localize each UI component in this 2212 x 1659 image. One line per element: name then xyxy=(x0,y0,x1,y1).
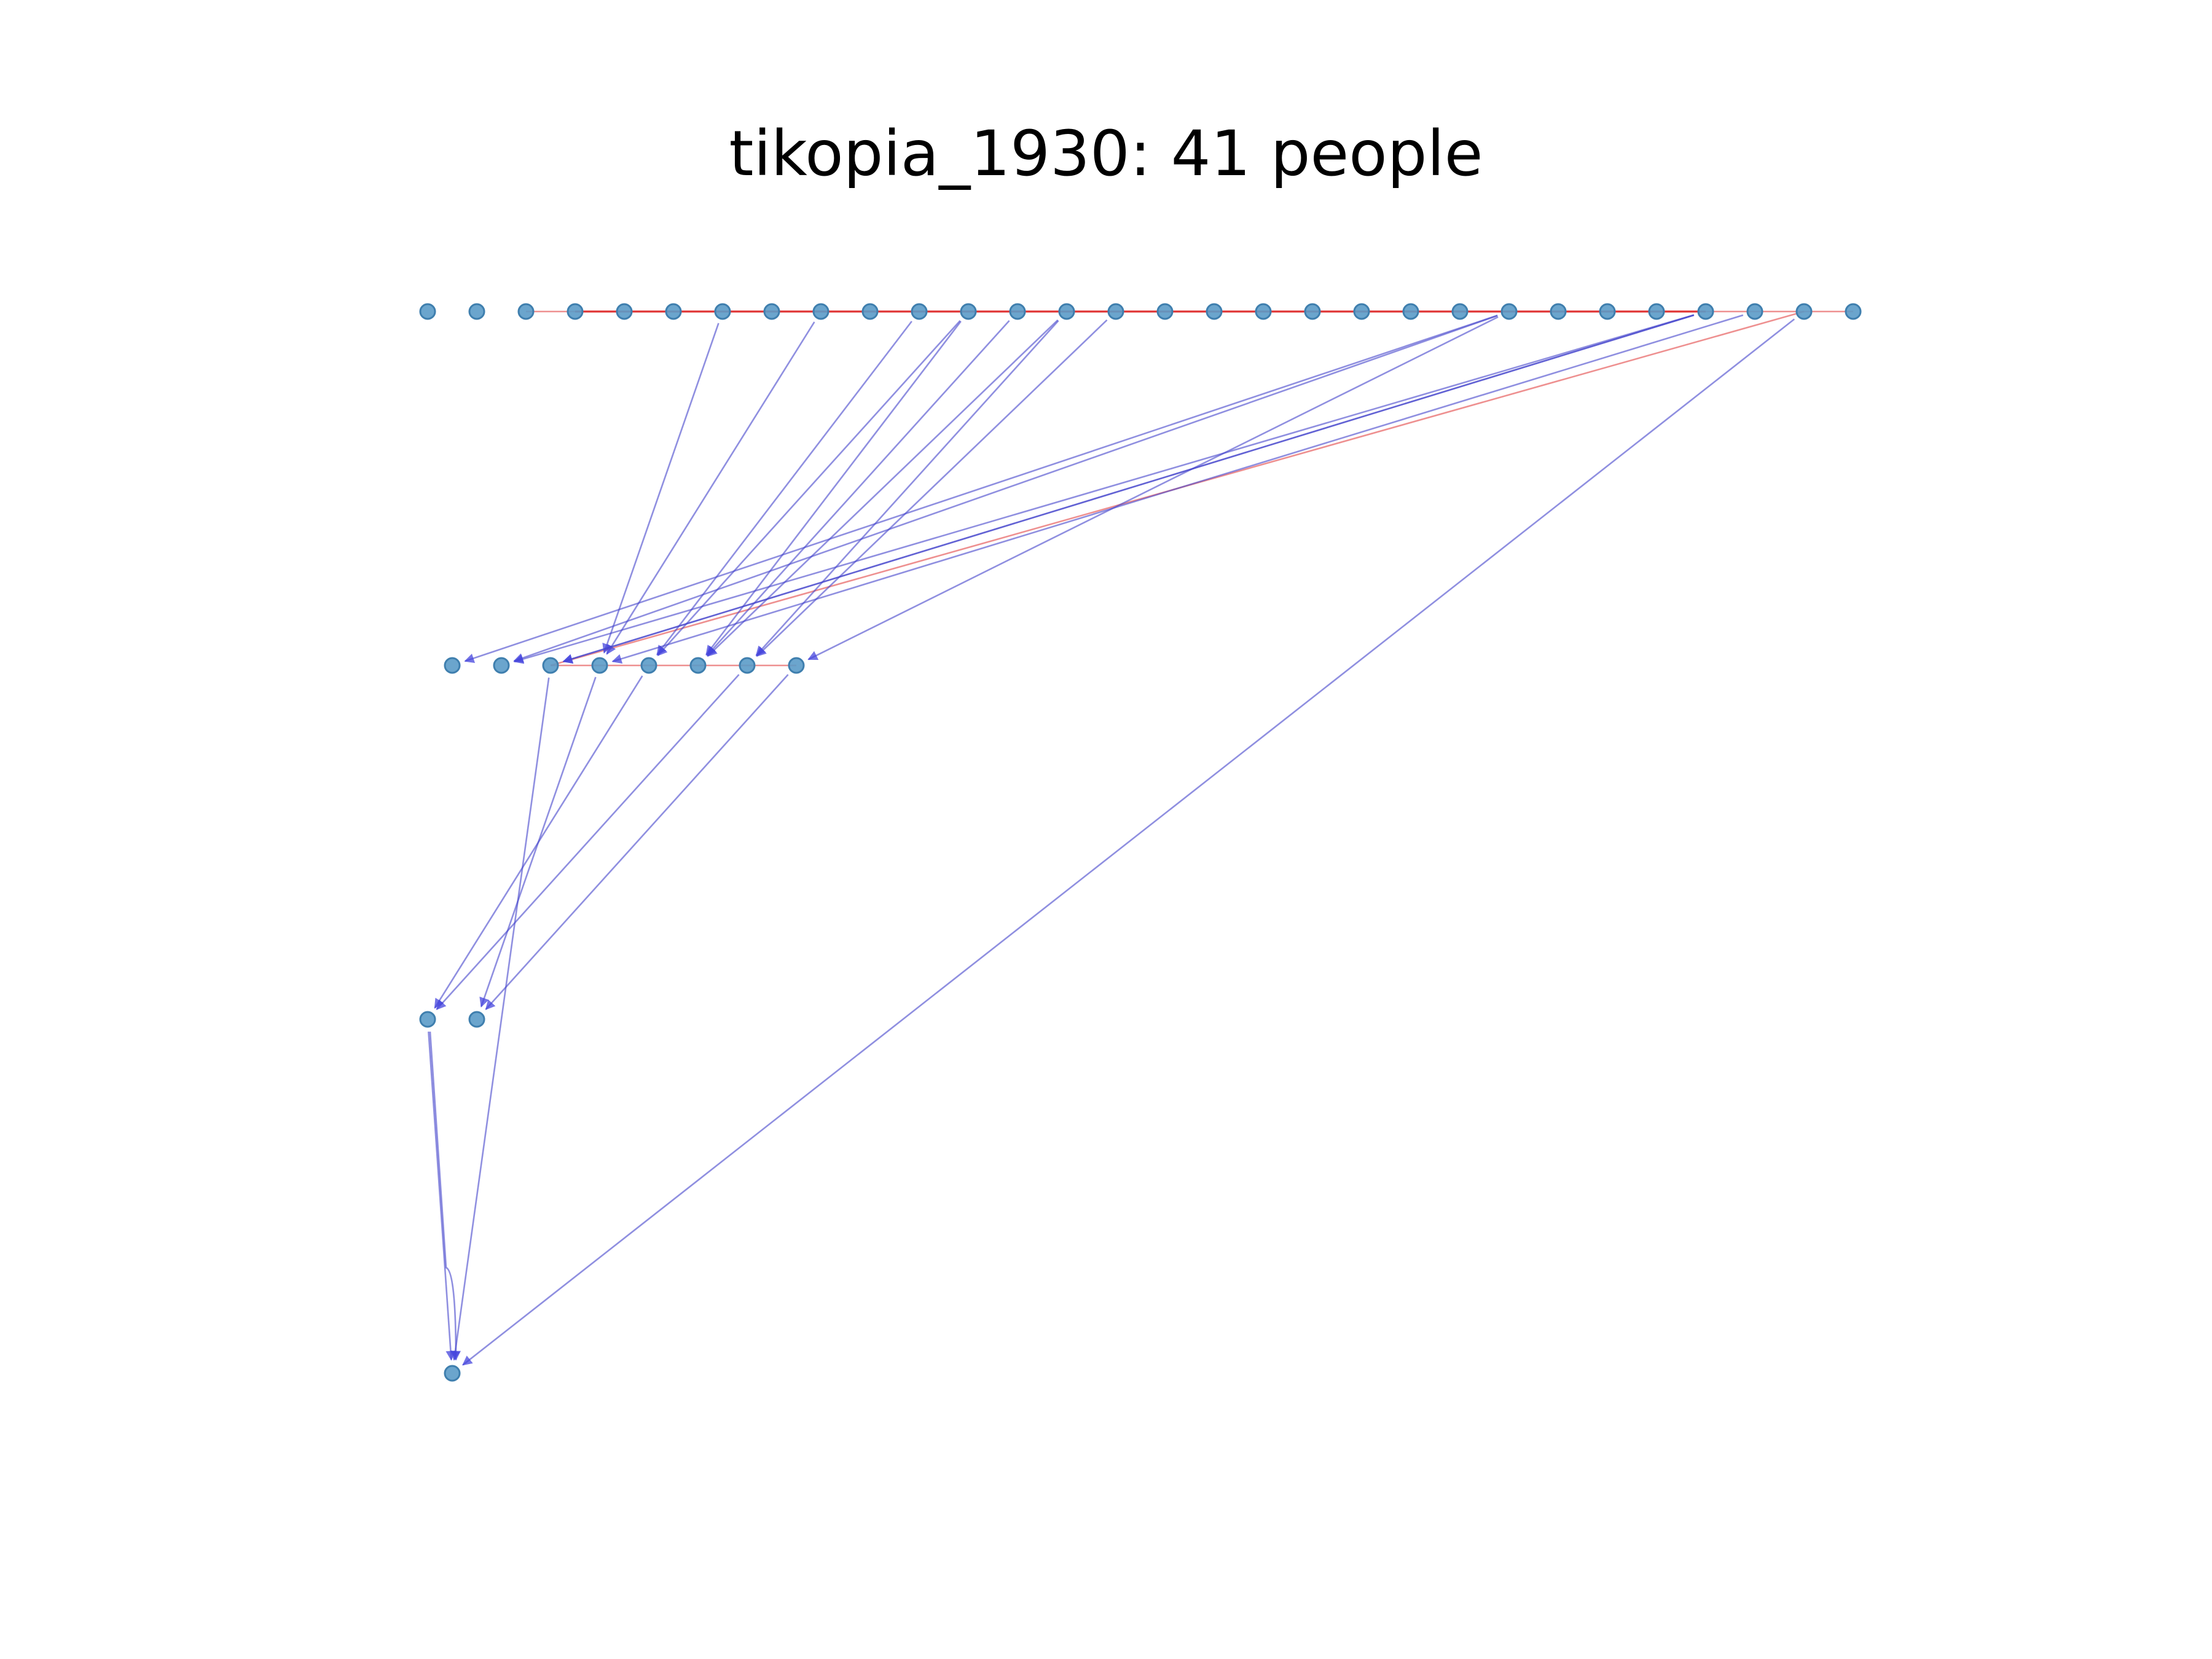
parent-child-edge xyxy=(807,316,1499,661)
parent-child-edge xyxy=(602,323,720,654)
parent-child-edge xyxy=(464,315,1498,664)
person-node xyxy=(444,657,461,674)
person-node xyxy=(665,303,682,320)
person-node xyxy=(1697,303,1714,320)
parent-edges xyxy=(428,314,1795,1366)
person-node xyxy=(1550,303,1567,320)
person-node xyxy=(1255,303,1272,320)
person-node xyxy=(493,657,510,674)
person-node xyxy=(763,303,780,320)
parent-child-edge xyxy=(657,320,961,656)
parent-child-edge xyxy=(450,677,550,1361)
person-node xyxy=(1206,303,1223,320)
person-node xyxy=(419,303,436,320)
parent-child-edge xyxy=(706,320,1010,656)
parent-child-edge xyxy=(513,314,1695,664)
parent-child-edge xyxy=(485,673,789,1010)
chart-title: tikopia_1930: 41 people xyxy=(729,117,1483,190)
parent-child-edge xyxy=(513,315,1498,663)
person-node xyxy=(1845,303,1862,320)
parent-child-edge xyxy=(562,314,1695,664)
parent-child-edge xyxy=(436,673,740,1010)
person-node xyxy=(1795,303,1813,320)
person-node xyxy=(1599,303,1616,320)
person-node xyxy=(812,303,830,320)
parent-child-edge xyxy=(656,321,912,656)
person-node xyxy=(468,303,485,320)
person-node xyxy=(788,657,805,674)
person-node xyxy=(567,303,584,320)
person-node xyxy=(1156,303,1174,320)
person-node xyxy=(542,657,559,674)
person-node xyxy=(444,1365,461,1382)
person-node xyxy=(517,303,535,320)
person-node xyxy=(1058,303,1075,320)
person-node xyxy=(591,657,608,674)
person-node xyxy=(1304,303,1321,320)
person-node xyxy=(468,1011,485,1028)
parent-child-edge xyxy=(434,675,643,1009)
person-node xyxy=(1107,303,1124,320)
person-node xyxy=(1648,303,1665,320)
person-node xyxy=(861,303,879,320)
parent-child-edge xyxy=(705,321,962,656)
person-node xyxy=(739,657,756,674)
person-node xyxy=(689,657,707,674)
person-node xyxy=(1009,303,1026,320)
person-node xyxy=(616,303,633,320)
person-node xyxy=(1500,303,1518,320)
person-node xyxy=(960,303,977,320)
person-node xyxy=(714,303,731,320)
person-node xyxy=(419,1011,436,1028)
person-node xyxy=(640,657,657,674)
parent-child-edge xyxy=(611,314,1744,664)
person-node xyxy=(1402,303,1419,320)
person-node xyxy=(911,303,928,320)
person-node xyxy=(1353,303,1370,320)
person-node xyxy=(1746,303,1763,320)
parent-child-edge xyxy=(606,321,815,655)
person-node xyxy=(1451,303,1469,320)
parent-child-edge xyxy=(462,318,1795,1366)
person-nodes xyxy=(419,303,1862,1382)
parent-child-edge xyxy=(428,1031,456,1361)
parent-child-edge xyxy=(429,1031,461,1361)
parent-child-edge xyxy=(755,320,1059,656)
